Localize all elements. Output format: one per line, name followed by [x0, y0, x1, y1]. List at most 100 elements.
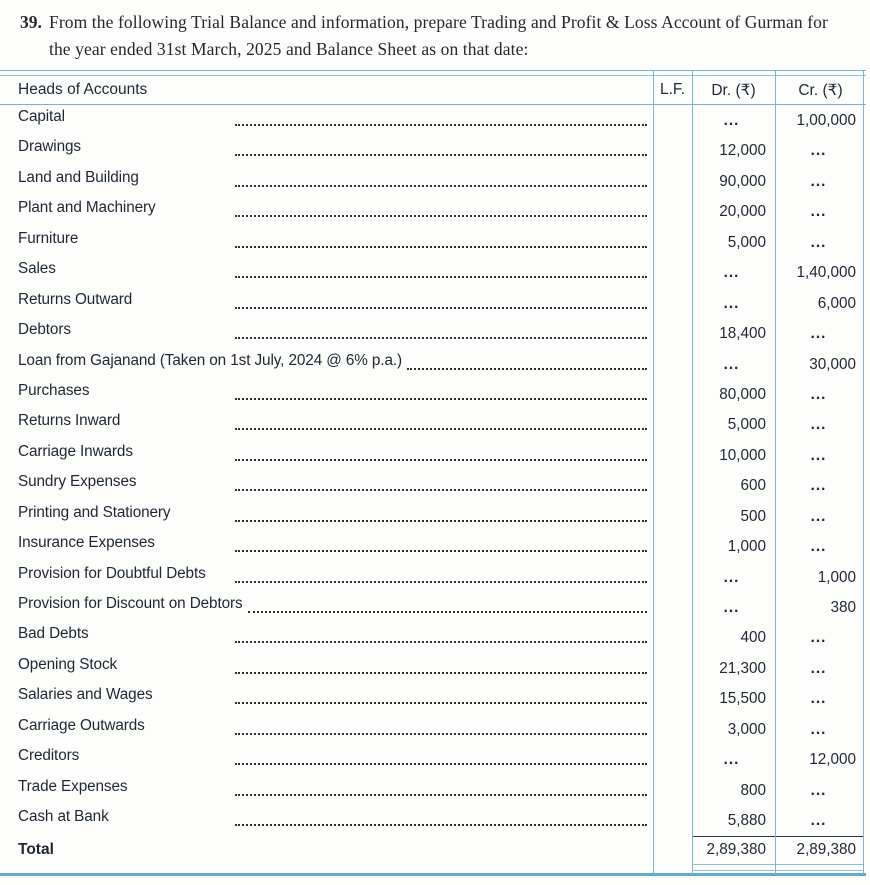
table-row: Purchases 80,000 ... — [0, 379, 866, 409]
table-row: Trade Expenses 800 ... — [0, 775, 866, 805]
header-lf: L.F. — [660, 81, 685, 98]
table-row: Returns Inward 5,000 ... — [0, 409, 866, 439]
cr-amount: ... — [810, 659, 827, 677]
account-label: Returns Inward — [18, 412, 121, 430]
account-label: Creditors — [18, 747, 80, 765]
dr-amount: 3,000 — [727, 720, 766, 738]
account-cell: Provision for Discount on Debtors — [0, 592, 653, 622]
cr-amount: ... — [810, 203, 827, 221]
cr-amount: ... — [810, 233, 827, 251]
account-label: Land and Building — [18, 168, 139, 186]
header-cr: Cr. (₹) — [798, 81, 843, 99]
total-row: Total 2,89,380 2,89,380 — [0, 835, 866, 863]
table-row: Creditors ... 12,000 — [0, 744, 866, 774]
lf-cell — [653, 531, 692, 561]
dotted-leader — [235, 714, 647, 735]
dotted-leader — [235, 379, 647, 400]
account-cell: Furniture — [0, 227, 653, 257]
dotted-leader — [235, 196, 647, 218]
dotted-leader — [235, 531, 647, 553]
cr-amount: ... — [810, 385, 827, 403]
lf-cell — [653, 166, 692, 196]
table-row: Provision for Discount on Debtors ... 38… — [0, 592, 866, 622]
column-divider-dr-cr — [775, 70, 777, 874]
cr-amount: ... — [810, 781, 827, 799]
dr-amount: 5,000 — [727, 233, 766, 251]
dotted-leader — [235, 440, 647, 461]
total-dr-amount: 2,89,380 — [706, 840, 766, 858]
table-row: Insurance Expenses 1,000 ... — [0, 531, 866, 561]
account-cell: Bad Debts — [0, 622, 653, 652]
cr-amount: ... — [810, 142, 827, 160]
lf-cell — [653, 349, 692, 379]
lf-cell — [653, 501, 692, 531]
account-cell: Insurance Expenses — [0, 531, 653, 561]
dr-amount: ... — [723, 355, 740, 373]
cr-amount: ... — [810, 720, 827, 738]
table-row: Bad Debts 400 ... — [0, 622, 866, 652]
account-cell: Returns Inward — [0, 409, 653, 439]
lf-cell — [653, 805, 692, 835]
dotted-leader — [235, 257, 647, 279]
dotted-leader — [235, 744, 647, 766]
lf-cell — [653, 683, 692, 713]
table-bottom-rule — [0, 873, 866, 876]
cr-amount: 1,00,000 — [796, 112, 856, 129]
table-row: Debtors 18,400 ... — [0, 318, 866, 348]
table-row: Drawings 12,000 ... — [0, 135, 866, 165]
account-label: Sales — [18, 260, 56, 278]
lf-cell — [653, 288, 692, 318]
dotted-leader — [407, 349, 647, 370]
cr-amount: 380 — [830, 599, 856, 616]
table-top-rule — [0, 70, 866, 76]
account-cell: Trade Expenses — [0, 775, 653, 805]
cr-amount: 1,000 — [817, 568, 856, 586]
account-label: Cash at Bank — [18, 808, 109, 826]
account-cell: Land and Building — [0, 166, 653, 196]
account-label: Insurance Expenses — [18, 534, 155, 552]
dr-amount: 10,000 — [719, 446, 766, 464]
cr-amount: ... — [810, 690, 827, 708]
dr-amount: 15,500 — [719, 690, 766, 708]
table-row: Plant and Machinery 20,000 ... — [0, 196, 866, 226]
header-heads-of-accounts: Heads of Accounts — [18, 81, 148, 98]
dr-amount: ... — [723, 264, 740, 282]
account-cell: Debtors — [0, 318, 653, 348]
account-label: Plant and Machinery — [18, 199, 156, 217]
account-label: Carriage Outwards — [18, 716, 145, 734]
account-label: Purchases — [18, 381, 90, 399]
dotted-leader — [235, 166, 647, 187]
lf-cell — [653, 714, 692, 744]
dotted-leader — [235, 288, 647, 309]
column-divider-lf-dr — [692, 70, 694, 874]
account-cell: Cash at Bank — [0, 805, 653, 835]
dr-amount: 400 — [740, 629, 766, 647]
account-cell: Opening Stock — [0, 653, 653, 683]
dr-amount: 20,000 — [719, 203, 766, 221]
account-cell: Printing and Stationery — [0, 501, 653, 531]
dotted-leader — [235, 409, 647, 431]
account-cell: Capital — [0, 105, 653, 135]
dotted-leader — [235, 501, 647, 522]
account-cell: Carriage Inwards — [0, 440, 653, 470]
account-label: Carriage Inwards — [18, 442, 133, 460]
account-label: Provision for Doubtful Debts — [18, 564, 206, 582]
dotted-leader — [235, 470, 647, 492]
cr-amount: 30,000 — [809, 355, 856, 373]
table-row: Carriage Inwards 10,000 ... — [0, 440, 866, 470]
dr-amount: 90,000 — [719, 172, 766, 190]
cr-amount: 6,000 — [817, 294, 856, 312]
dotted-leader — [235, 562, 647, 583]
table-row: Capital ... 1,00,000 — [0, 105, 866, 135]
lf-cell — [653, 135, 692, 165]
table-row: Loan from Gajanand (Taken on 1st July, 2… — [0, 349, 866, 379]
dr-amount: 800 — [740, 781, 766, 799]
table-row: Furniture 5,000 ... — [0, 227, 866, 257]
cr-amount: ... — [810, 172, 827, 190]
cr-amount: ... — [810, 812, 827, 830]
cr-amount: ... — [810, 538, 827, 556]
dr-amount: 500 — [740, 507, 766, 525]
question: 39. From the following Trial Balance and… — [0, 0, 870, 63]
account-cell: Loan from Gajanand (Taken on 1st July, 2… — [0, 349, 653, 379]
lf-cell — [653, 105, 692, 135]
